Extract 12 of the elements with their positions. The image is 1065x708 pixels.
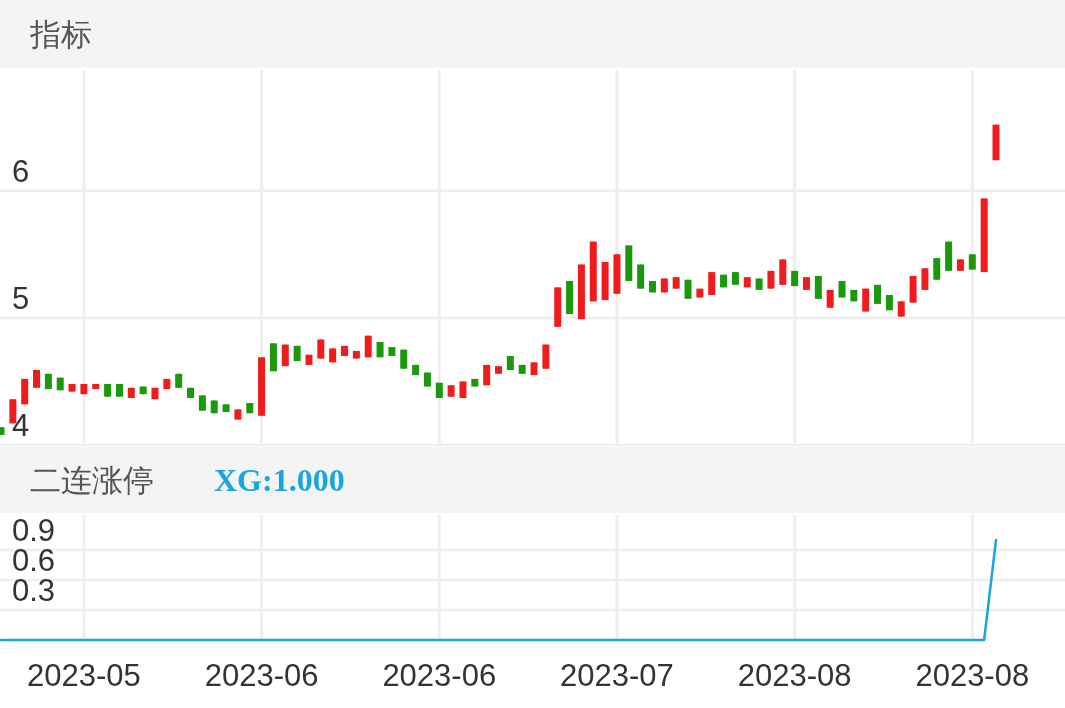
y-tick-label: 4 xyxy=(12,408,30,443)
chart-title: 二连涨停 xyxy=(30,463,154,498)
text: XG:1.000 xyxy=(214,462,345,498)
x-tick-label: 2023-07 xyxy=(560,658,674,693)
x-tick-label: 2023-08 xyxy=(915,658,1030,693)
y-tick-label: 5 xyxy=(12,280,30,316)
y-tick-label: 6 xyxy=(12,153,30,189)
x-tick-label: 2023-08 xyxy=(737,658,852,693)
chart-title: 指标 xyxy=(29,17,92,52)
x-tick-label: 2023-06 xyxy=(382,658,497,693)
x-tick-label: 2023-05 xyxy=(27,658,141,693)
x-tick-label: 2023-06 xyxy=(204,658,319,693)
